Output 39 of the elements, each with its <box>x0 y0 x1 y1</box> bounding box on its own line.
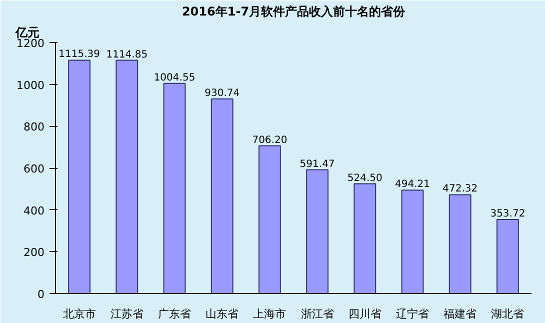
data-label: 706.20 <box>252 134 288 146</box>
bar <box>163 82 186 294</box>
x-tick-label: 上海市 <box>253 308 286 320</box>
data-label: 1004.55 <box>154 72 196 84</box>
x-tick-label: 浙江省 <box>300 308 334 320</box>
bar <box>258 145 281 294</box>
data-label: 591.47 <box>300 158 335 170</box>
data-label: 1114.85 <box>106 49 148 60</box>
x-tick-label: 福建省 <box>444 308 477 320</box>
x-tick-label: 湖北省 <box>491 308 524 320</box>
bar <box>116 60 138 294</box>
data-label: 494.21 <box>395 179 430 190</box>
x-tick-label: 广东省 <box>158 308 191 320</box>
bar <box>68 60 91 294</box>
data-label: 930.74 <box>204 88 240 99</box>
x-tick-label: 辽宁省 <box>396 308 429 320</box>
x-tick-label: 四川省 <box>348 308 382 320</box>
bar <box>448 194 472 294</box>
data-label: 1115.39 <box>58 49 100 60</box>
x-tick-label: 山东省 <box>206 308 239 320</box>
y-tick-label: 600 <box>24 162 45 176</box>
data-label: 524.50 <box>347 172 382 184</box>
bar <box>401 190 424 294</box>
y-tick-label: 0 <box>38 288 44 301</box>
y-tick-label: 1000 <box>16 78 45 92</box>
bar <box>210 98 234 294</box>
y-tick-label: 800 <box>24 120 45 134</box>
x-tick-label: 北京市 <box>62 308 96 320</box>
bar <box>306 169 329 294</box>
bar <box>496 219 519 294</box>
x-tick-label: 江苏省 <box>110 308 144 320</box>
y-axis-title: 亿元 <box>14 26 40 40</box>
y-tick-label: 1200 <box>16 37 45 50</box>
data-label: 353.72 <box>490 208 526 220</box>
data-label: 472.32 <box>442 184 478 195</box>
y-tick-label: 200 <box>24 246 45 260</box>
bar <box>354 183 376 294</box>
chart-title: 2016年1-7月软件产品收入前十名的省份 <box>182 4 406 18</box>
y-tick-label: 400 <box>24 204 45 218</box>
